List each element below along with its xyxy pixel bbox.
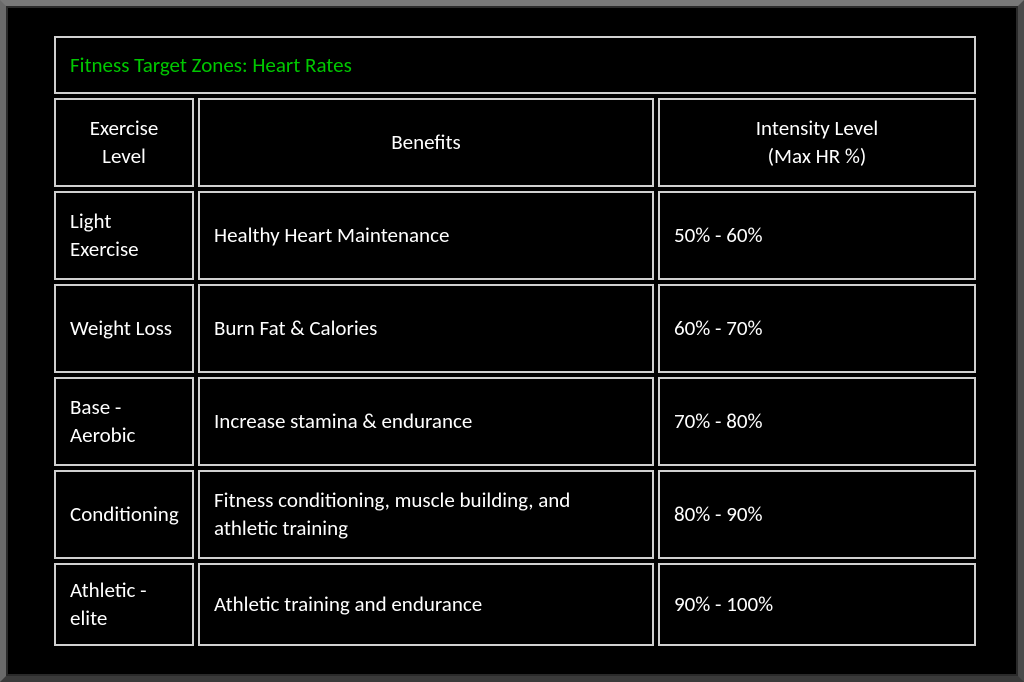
cell-intensity: 80% - 90% (658, 470, 976, 559)
col-header-benefits: Benefits (198, 98, 654, 187)
cell-benefits: Fitness conditioning, muscle building, a… (198, 470, 654, 559)
table-row: Weight Loss Burn Fat & Calories 60% - 70… (54, 284, 976, 373)
header-row: Exercise Level Benefits Intensity Level(… (54, 98, 976, 187)
table-title: Fitness Target Zones: Heart Rates (54, 36, 976, 94)
table-row: Conditioning Fitness conditioning, muscl… (54, 470, 976, 559)
cell-level: Base - Aerobic (54, 377, 194, 466)
cell-intensity: 60% - 70% (658, 284, 976, 373)
cell-level: Conditioning (54, 470, 194, 559)
cell-benefits: Healthy Heart Maintenance (198, 191, 654, 280)
cell-level: Weight Loss (54, 284, 194, 373)
cell-benefits: Burn Fat & Calories (198, 284, 654, 373)
title-row: Fitness Target Zones: Heart Rates (54, 36, 976, 94)
cell-level: Light Exercise (54, 191, 194, 280)
cell-level: Athletic - elite (54, 563, 194, 646)
col-header-exercise-level: Exercise Level (54, 98, 194, 187)
table-row: Light Exercise Healthy Heart Maintenance… (54, 191, 976, 280)
cell-benefits: Increase stamina & endurance (198, 377, 654, 466)
cell-intensity: 90% - 100% (658, 563, 976, 646)
cell-benefits: Athletic training and endurance (198, 563, 654, 646)
table-row: Athletic - elite Athletic training and e… (54, 563, 976, 646)
col-header-intensity: Intensity Level(Max HR %) (658, 98, 976, 187)
cell-intensity: 70% - 80% (658, 377, 976, 466)
table-row: Base - Aerobic Increase stamina & endura… (54, 377, 976, 466)
heart-rate-zones-table: Fitness Target Zones: Heart Rates Exerci… (50, 32, 980, 650)
cell-intensity: 50% - 60% (658, 191, 976, 280)
panel-frame: Fitness Target Zones: Heart Rates Exerci… (0, 0, 1024, 682)
